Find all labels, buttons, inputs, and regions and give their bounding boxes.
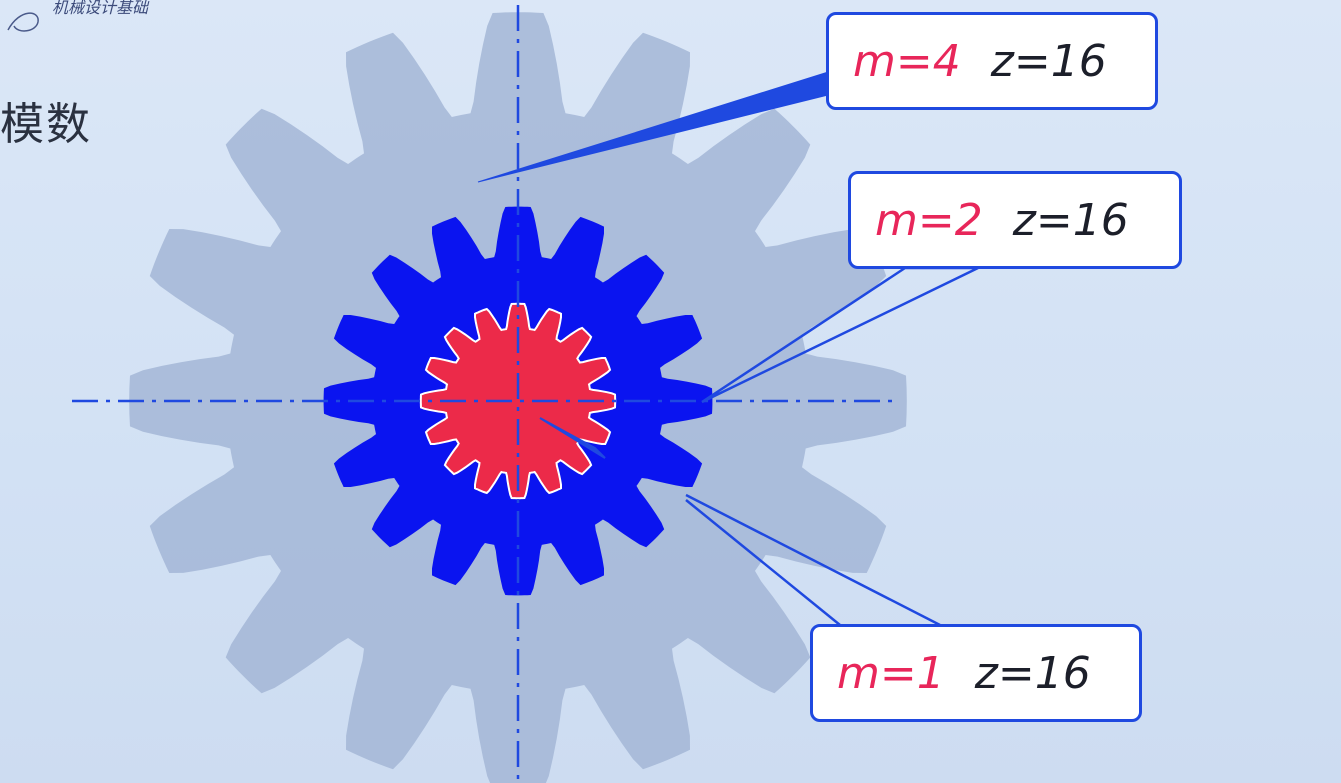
logo-icon: [7, 12, 39, 32]
callout-m2: m=2 z=16: [848, 171, 1182, 269]
callout-m2-teeth: z=16: [1012, 194, 1129, 246]
callout-m4-module: m=4: [853, 35, 961, 87]
callout-m4-teeth: z=16: [990, 35, 1107, 87]
leader-line-m1-outer: [685, 499, 841, 626]
callout-m1-module: m=1: [837, 647, 945, 699]
callout-m4: m=4 z=16: [826, 12, 1158, 110]
gear-m1: [419, 302, 617, 500]
callout-m2-module: m=2: [875, 194, 983, 246]
page-title: 模数: [0, 99, 92, 150]
leader-line-m1: [539, 417, 606, 459]
course-logo-text: 机械设计基础: [52, 0, 149, 17]
callout-m1: m=1 z=16: [810, 624, 1142, 722]
leader-line-m1-outer-2: [685, 493, 941, 627]
callout-m1-teeth: z=16: [974, 647, 1091, 699]
